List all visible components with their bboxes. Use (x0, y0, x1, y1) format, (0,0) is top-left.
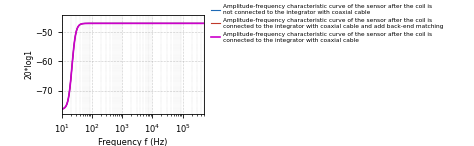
Y-axis label: 20*log1: 20*log1 (25, 49, 34, 79)
X-axis label: Frequency f (Hz): Frequency f (Hz) (98, 138, 167, 146)
Legend: Amplitude-frequency characteristic curve of the sensor after the coil is
not con: Amplitude-frequency characteristic curve… (211, 4, 444, 43)
